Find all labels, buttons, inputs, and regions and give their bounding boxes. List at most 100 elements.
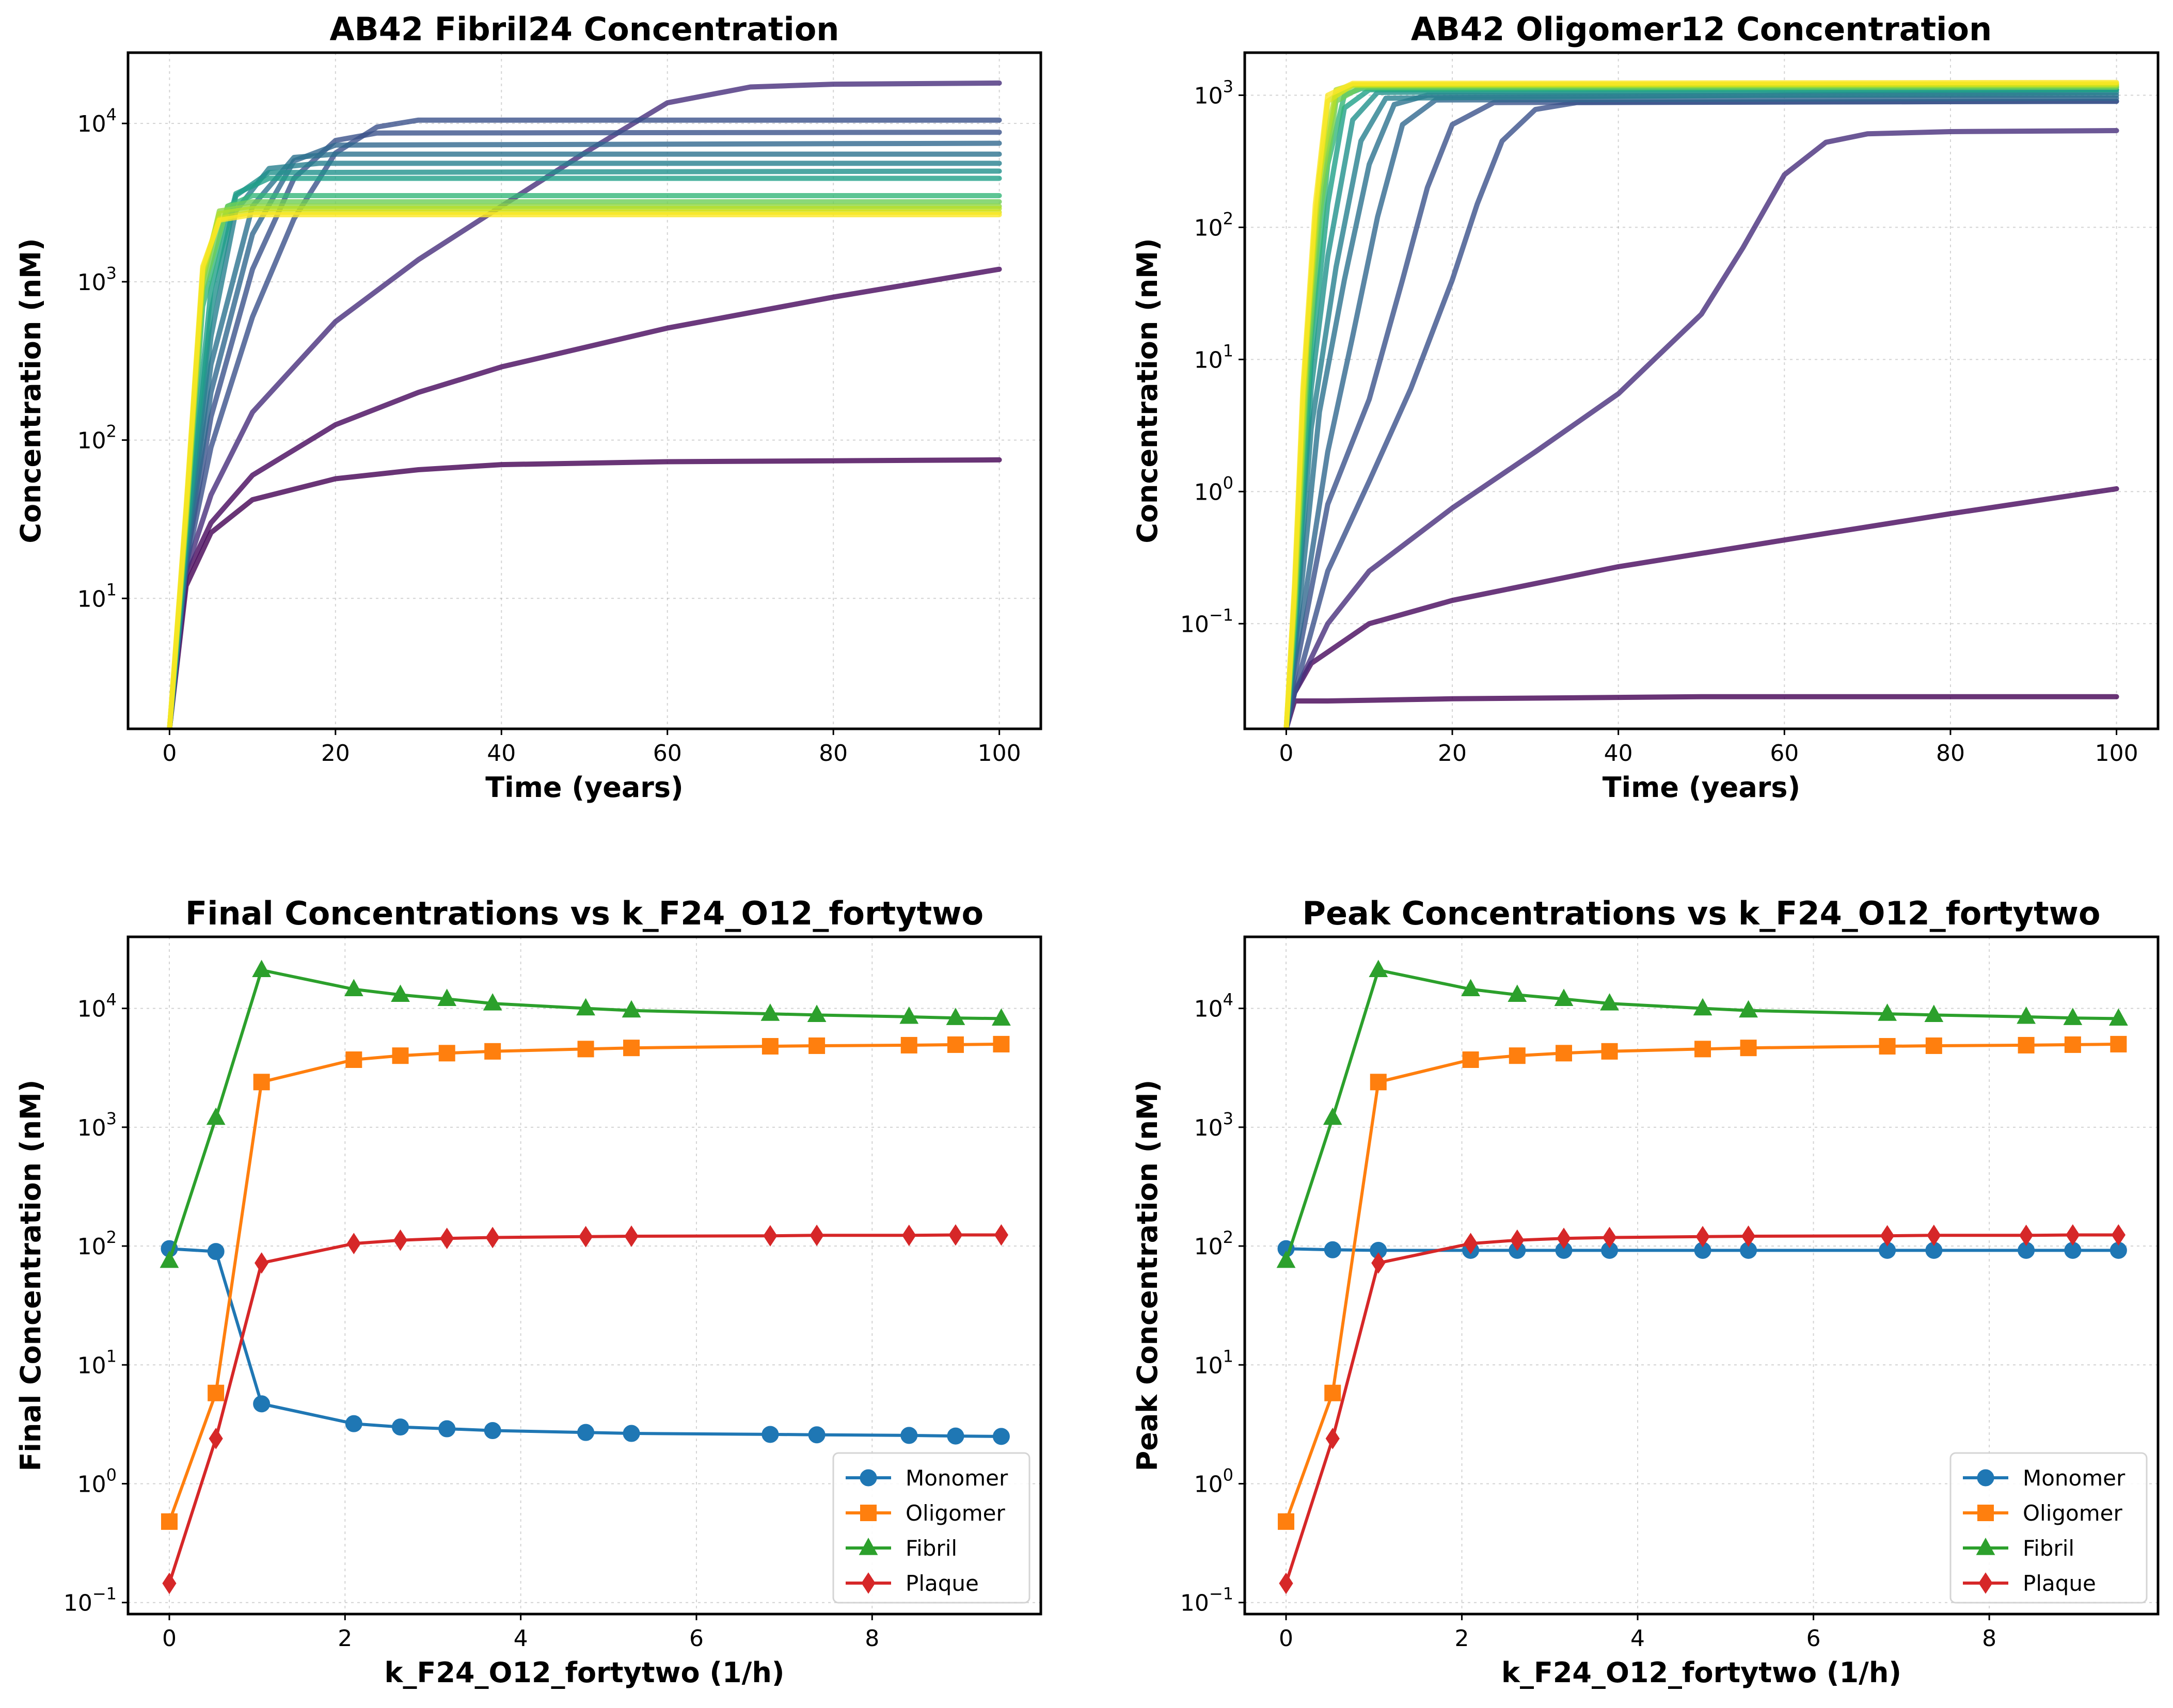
y-tick-label: 102 [77,422,117,454]
legend-label: Plaque [2023,1571,2096,1596]
chart-peak: 0 2 4 6 8 10−1 100 101 102 103 104 Peak Concentrati… [1131,895,2160,1689]
x-axis-label: k_F24_O12_fortytwo (1/h) [1501,1656,1901,1689]
y-tick-label: 104 [1194,990,1233,1023]
data-point-oligomer [345,1051,362,1068]
legend-marker [859,1538,878,1555]
y-tick-label: 104 [77,105,117,137]
x-tick-label: 60 [1770,740,1799,767]
x-tick-label: 4 [1630,1625,1645,1652]
axes-frame [126,935,1042,1616]
chart-title: AB42 Oligomer12 Concentration [1411,10,1992,48]
data-point-oligomer [762,1037,779,1055]
data-point-fibril [760,1003,780,1021]
data-point-oligomer [993,1035,1010,1052]
data-point-plaque [346,1233,361,1254]
data-point-oligomer [900,1036,917,1053]
y-tick-label: 103 [77,1109,117,1141]
x-tick-label: 100 [978,740,1021,767]
chart-fibril: 0 20 40 60 80 100 101 102 103 104 AB42 Fibril24 Co… [14,10,1042,804]
data-point-oligomer [1324,1384,1341,1401]
legend-label: Fibril [2023,1536,2074,1561]
y-tick-label: 100 [77,1465,117,1497]
data-point-fibril [483,993,502,1011]
data-point-fibril [1739,1000,1758,1018]
data-point-fibril [576,998,595,1016]
chart-title: Peak Concentrations vs k_F24_O12_fortytw… [1303,895,2101,932]
data-point-monomer [808,1426,826,1444]
y-axis-label: Concentration (nM) [14,238,47,543]
legend-marker [1978,1572,1993,1594]
x-tick-label: 60 [653,740,682,767]
data-point-monomer [345,1415,362,1432]
data-point-oligomer [1879,1037,1896,1055]
data-point-monomer [577,1424,595,1441]
y-tick-label: 102 [1194,209,1233,241]
data-point-oligomer [208,1384,225,1401]
series-line-monomer [169,1247,1002,1438]
y-tick-label: 10−1 [1180,605,1233,637]
data-point-plaque [902,1224,916,1247]
y-tick-label: 10−1 [64,1584,117,1617]
data-point-oligomer [161,1513,178,1530]
data-point-fibril [1369,960,1388,978]
legend-box [832,1452,1030,1604]
data-point-plaque [1325,1428,1340,1449]
y-axis-label: Concentration (nM) [1131,238,1164,543]
data-point-oligomer [2110,1035,2127,1052]
data-point-monomer [623,1425,640,1442]
data-point-plaque [1741,1225,1756,1247]
data-point-fibril [1693,998,1712,1016]
data-point-oligomer [623,1040,640,1057]
data-point-fibril [1878,1003,1897,1021]
legend-marker [1976,1538,1995,1555]
data-point-fibril [622,1000,641,1018]
data-point-monomer [900,1427,918,1444]
plot-area [167,80,1002,729]
data-point-fibril [206,1107,226,1125]
x-axis-label: k_F24_O12_fortytwo (1/h) [385,1656,785,1689]
data-point-monomer [992,1428,1010,1445]
chart-title: AB42 Fibril24 Concentration [330,10,839,48]
data-point-plaque [1510,1229,1525,1251]
legend-label: Oligomer [906,1501,1006,1526]
legend-label: Plaque [906,1571,979,1596]
data-point-fibril [160,1250,179,1268]
y-tick-label: 100 [1194,473,1233,505]
data-point-fibril [344,979,363,997]
series-line [1283,95,2119,729]
plot-area [1283,79,2119,729]
y-tick-label: 101 [1194,341,1233,373]
y-tick-label: 10−1 [1180,1584,1233,1617]
series-line-monomer [1286,1247,2119,1252]
x-axis-label: Time (years) [485,771,683,804]
data-point-plaque [1463,1233,1478,1254]
data-point-oligomer [577,1041,594,1058]
x-tick-label: 2 [338,1625,352,1652]
x-tick-label: 6 [1806,1625,1821,1652]
data-point-plaque [2019,1224,2034,1247]
data-point-plaque [624,1225,639,1247]
x-tick-label: 2 [1455,1625,1469,1652]
data-point-fibril [1600,993,1619,1011]
data-point-fibril [1461,979,1480,997]
series-line [1283,99,2119,729]
data-point-monomer [438,1420,456,1438]
x-tick-label: 0 [1279,1625,1293,1652]
data-point-fibril [2063,1008,2083,1025]
y-tick-label: 103 [1194,76,1233,109]
data-point-plaque [393,1229,408,1251]
series-line [167,80,1002,729]
series-line-plaque [168,1233,1002,1584]
legend-label: Oligomer [2023,1501,2123,1526]
x-axis-label: Time (years) [1603,771,1800,804]
data-point-oligomer [1740,1040,1757,1057]
data-point-oligomer [1694,1041,1711,1058]
y-tick-label: 100 [1194,1465,1233,1497]
series-line-oligomer [168,1042,1002,1522]
data-point-plaque [440,1227,454,1249]
axes-frame [1243,51,2160,730]
data-point-oligomer [1278,1513,1295,1530]
data-point-fibril [2017,1006,2036,1024]
series-line [167,457,1002,729]
